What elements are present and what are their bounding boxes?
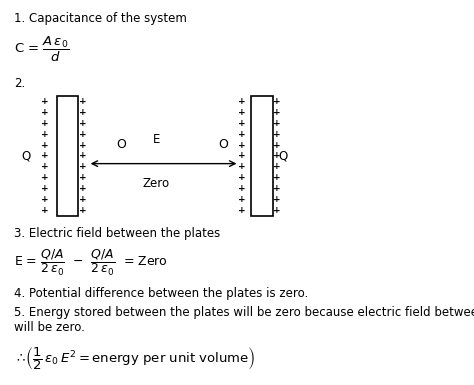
- Text: 4. Potential difference between the plates is zero.: 4. Potential difference between the plat…: [14, 287, 309, 300]
- Text: +: +: [41, 130, 49, 139]
- Text: +: +: [41, 184, 49, 193]
- Text: Q: Q: [21, 149, 31, 162]
- Text: E = $\dfrac{Q/A}{2\,\epsilon_0}$  $-$  $\dfrac{Q/A}{2\,\epsilon_0}$  = Zero: E = $\dfrac{Q/A}{2\,\epsilon_0}$ $-$ $\d…: [14, 248, 168, 278]
- Text: +: +: [79, 151, 87, 161]
- Text: +: +: [273, 184, 281, 193]
- Text: E: E: [153, 133, 160, 146]
- Text: +: +: [41, 119, 49, 128]
- Text: +: +: [273, 108, 281, 117]
- Text: +: +: [41, 195, 49, 204]
- Text: Zero: Zero: [143, 177, 170, 190]
- Text: +: +: [238, 119, 246, 128]
- Text: +: +: [273, 97, 281, 106]
- Text: 3. Electric field between the plates: 3. Electric field between the plates: [14, 227, 220, 240]
- Text: +: +: [273, 206, 281, 215]
- Text: +: +: [273, 119, 281, 128]
- Text: $\therefore\!\left(\dfrac{1}{2}\,\epsilon_0\,E^2 = \mathrm{energy\ per\ unit\ vo: $\therefore\!\left(\dfrac{1}{2}\,\epsilo…: [14, 345, 256, 372]
- Text: +: +: [79, 195, 87, 204]
- Text: C = $\dfrac{A\,\epsilon_0}{d}$: C = $\dfrac{A\,\epsilon_0}{d}$: [14, 35, 70, 64]
- Text: +: +: [79, 108, 87, 117]
- Text: +: +: [79, 119, 87, 128]
- Text: +: +: [238, 173, 246, 182]
- Text: +: +: [238, 206, 246, 215]
- Text: O: O: [218, 138, 228, 151]
- Text: +: +: [79, 162, 87, 171]
- Text: +: +: [41, 141, 49, 150]
- Text: +: +: [273, 130, 281, 139]
- Text: 1. Capacitance of the system: 1. Capacitance of the system: [14, 12, 187, 25]
- Text: 5. Energy stored between the plates will be zero because electric field between : 5. Energy stored between the plates will…: [14, 306, 474, 334]
- Text: +: +: [41, 151, 49, 161]
- Text: +: +: [238, 108, 246, 117]
- Text: +: +: [79, 97, 87, 106]
- Text: +: +: [273, 141, 281, 150]
- Text: +: +: [238, 141, 246, 150]
- Text: +: +: [273, 151, 281, 161]
- Bar: [57, 96, 78, 216]
- Text: +: +: [273, 162, 281, 171]
- Text: +: +: [41, 173, 49, 182]
- Text: +: +: [41, 108, 49, 117]
- Text: +: +: [79, 173, 87, 182]
- Bar: [251, 96, 273, 216]
- Text: O: O: [116, 138, 126, 151]
- Text: +: +: [41, 162, 49, 171]
- Text: 2.: 2.: [14, 77, 26, 90]
- Text: +: +: [238, 162, 246, 171]
- Text: +: +: [238, 97, 246, 106]
- Text: +: +: [238, 151, 246, 161]
- Text: +: +: [79, 141, 87, 150]
- Text: +: +: [79, 130, 87, 139]
- Text: Q: Q: [279, 149, 288, 162]
- Text: +: +: [273, 173, 281, 182]
- Text: +: +: [273, 195, 281, 204]
- Text: +: +: [41, 206, 49, 215]
- Text: +: +: [41, 97, 49, 106]
- Text: +: +: [79, 184, 87, 193]
- Text: +: +: [79, 206, 87, 215]
- Text: +: +: [238, 195, 246, 204]
- Text: +: +: [238, 184, 246, 193]
- Text: +: +: [238, 130, 246, 139]
